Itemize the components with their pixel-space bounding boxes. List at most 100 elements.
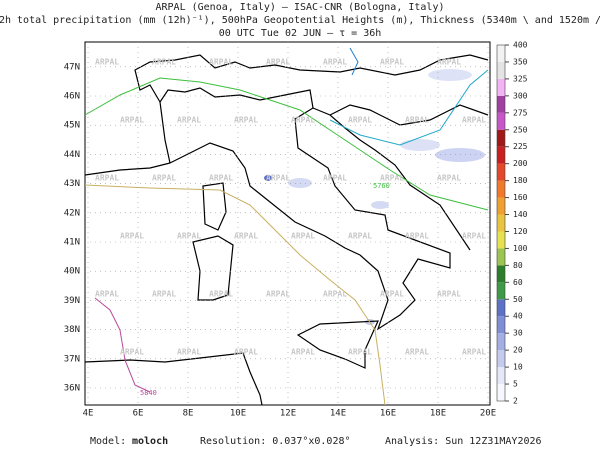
colorbar-label: 300 [513, 91, 528, 100]
watermark: ARPAL [234, 232, 258, 241]
colorbar-segment [497, 350, 505, 368]
watermark: ARPAL [95, 290, 119, 299]
watermark: ARPAL [95, 58, 119, 67]
watermark: ARPAL [177, 348, 201, 357]
watermark: ARPAL [266, 174, 290, 183]
watermark: ARPAL [380, 58, 404, 67]
colorbar-label: 250 [513, 125, 528, 134]
colorbar-label: 50 [513, 295, 523, 304]
watermark: ARPAL [152, 174, 176, 183]
colorbar-segment [497, 333, 505, 351]
colorbar-label: 2 [513, 397, 518, 406]
lat-label: 37N [64, 354, 80, 364]
header-line: 12h total precipitation (mm (12h)⁻¹), 50… [0, 15, 600, 26]
colorbar-segment [497, 367, 505, 385]
watermark: ARPAL [462, 232, 486, 241]
lon-label: 12E [280, 409, 296, 419]
lat-label: 42N [64, 208, 80, 218]
footer-resolution: Resolution: 0.037°x0.028° [200, 436, 351, 447]
colorbar-label: 350 [513, 57, 528, 66]
contour-label: 5760 [373, 182, 390, 190]
lat-label: 36N [64, 384, 80, 394]
watermark: ARPAL [380, 174, 404, 183]
graticule [85, 42, 490, 405]
lat-label: 40N [64, 267, 80, 277]
watermark: ARPAL [152, 58, 176, 67]
colorbar-label: 225 [513, 142, 528, 151]
colorbar-segment [497, 146, 505, 164]
colorbar-label: 160 [513, 193, 528, 202]
colorbar-segment [497, 316, 505, 334]
axis-labels: 36N 37N 38N 39N 40N 41N 42N 43N 44N 45N 46N 47N 4E 6E… [64, 58, 496, 419]
lon-label: 14E [330, 409, 346, 419]
watermark: ARPAL [177, 116, 201, 125]
colorbar-label: 400 [513, 41, 528, 50]
watermark: ARPAL [405, 232, 429, 241]
lat-label: 39N [64, 296, 80, 306]
watermark: ARPAL [323, 290, 347, 299]
colorbar-segment [497, 163, 505, 181]
watermark: ARPAL [291, 116, 315, 125]
watermark: ARPAL [405, 348, 429, 357]
lon-label: 20E [480, 409, 496, 419]
watermark: ARPAL [348, 116, 372, 125]
colorbar-label: 30 [513, 329, 523, 338]
colorbar-segment [497, 214, 505, 232]
map-frame [84, 41, 491, 406]
lon-label: 8E [183, 409, 194, 419]
watermark: ARPAL [323, 174, 347, 183]
coastlines [84, 54, 489, 406]
lat-label: 44N [64, 150, 80, 160]
colorbar-segment [497, 282, 505, 300]
colorbar-segment [497, 95, 505, 113]
colorbar-label: 10 [513, 363, 523, 372]
colorbar-segment [497, 299, 505, 317]
watermark: ARPAL [291, 348, 315, 357]
colorbar-segment [497, 265, 505, 283]
colorbar-label: 120 [513, 227, 528, 236]
colorbar-segment [497, 248, 505, 266]
colorbar-label: 5 [513, 380, 518, 389]
watermark: ARPAL [234, 348, 258, 357]
colorbar: 2 5 10 20 30 40 50 60 80 100 120 140 160 180 200 225 250… [496, 41, 528, 406]
watermark: ARPAL [405, 116, 429, 125]
colorbar-segment [497, 384, 505, 401]
colorbar-label: 140 [513, 210, 528, 219]
watermark: ARPAL [266, 58, 290, 67]
footer-label: Model: [90, 436, 126, 447]
colorbar-segment [497, 45, 505, 62]
lon-label: 10E [230, 409, 246, 419]
watermark: ARPAL [177, 232, 201, 241]
watermark: ARPAL [462, 116, 486, 125]
contour-label: 5840 [140, 389, 157, 397]
watermark: ARPAL [437, 290, 461, 299]
lon-label: 16E [380, 409, 396, 419]
colorbar-segment [497, 197, 505, 215]
watermark: ARPAL [209, 290, 233, 299]
colorbar-segment [497, 78, 505, 96]
colorbar-label: 180 [513, 176, 528, 185]
lon-label: 4E [83, 409, 94, 419]
watermark: ARPAL [380, 290, 404, 299]
footer-analysis: Analysis: Sun 12Z31MAY2026 [385, 436, 542, 447]
colorbar-segment [497, 61, 505, 79]
watermark: ARPAL [120, 116, 144, 125]
colorbar-frame [496, 44, 506, 402]
colorbar-label: 20 [513, 346, 523, 355]
watermark: ARPAL [462, 348, 486, 357]
colorbar-segment [497, 180, 505, 198]
colorbar-segment [497, 129, 505, 147]
footer-model: moloch [132, 436, 168, 447]
watermark: ARPAL [120, 348, 144, 357]
watermark: ARPAL [323, 58, 347, 67]
colorbar-label: 275 [513, 108, 528, 117]
header-line: ARPAL (Genoa, Italy) – ISAC-CNR (Bologna… [156, 2, 445, 13]
watermark: ARPAL [266, 290, 290, 299]
colorbar-label: 60 [513, 278, 523, 287]
colorbar-segment [497, 112, 505, 130]
watermark: ARPAL [437, 174, 461, 183]
colorbar-label: 100 [513, 244, 528, 253]
header-line: 00 UTC Tue 02 JUN – τ = 36h [219, 28, 382, 39]
